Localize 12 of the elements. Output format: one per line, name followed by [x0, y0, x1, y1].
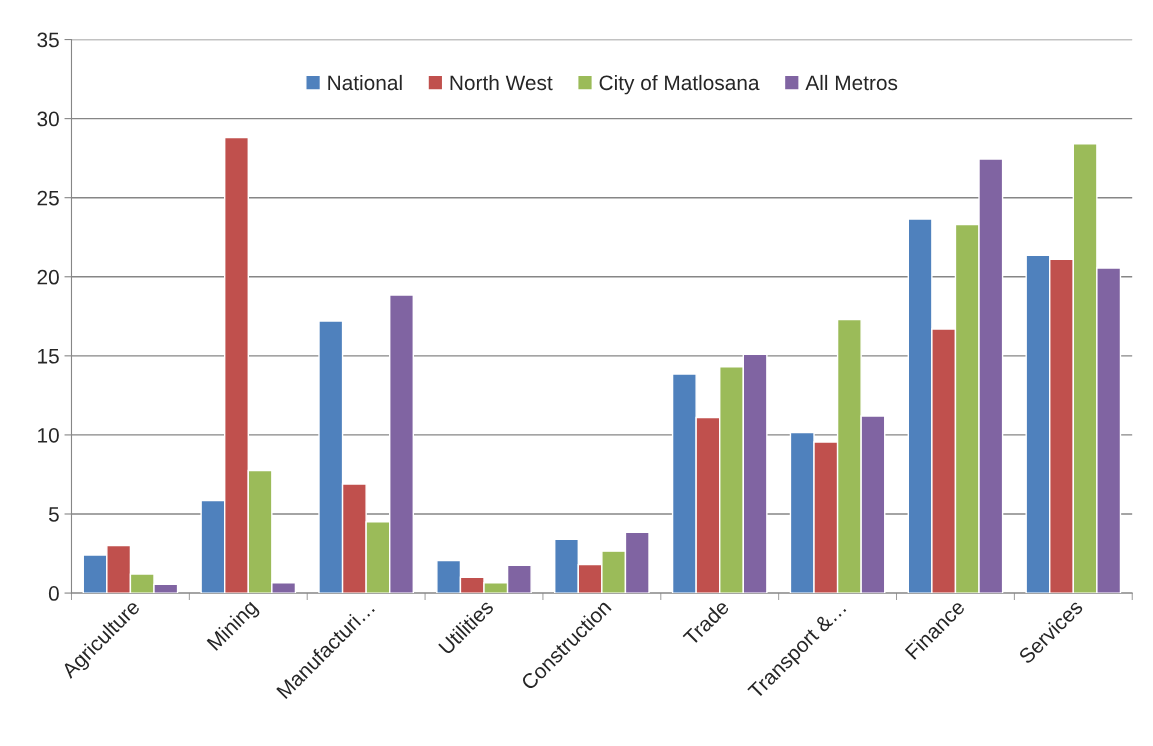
- y-tick-label: 35: [37, 32, 59, 48]
- legend-label: National: [328, 74, 402, 91]
- legend-label: North West: [450, 74, 553, 91]
- y-tick-label: 5: [48, 507, 59, 522]
- legend-label: City of Matlosana: [599, 74, 760, 95]
- y-tick-label: 25: [37, 190, 59, 206]
- legend-label: All Metros: [805, 74, 898, 91]
- y-tick-label: 20: [37, 269, 59, 285]
- y-tick-label: 15: [38, 349, 59, 364]
- y-tick-label: 30: [37, 111, 59, 127]
- y-tick-label: 10: [38, 427, 59, 443]
- y-tick-label: 0: [48, 586, 59, 601]
